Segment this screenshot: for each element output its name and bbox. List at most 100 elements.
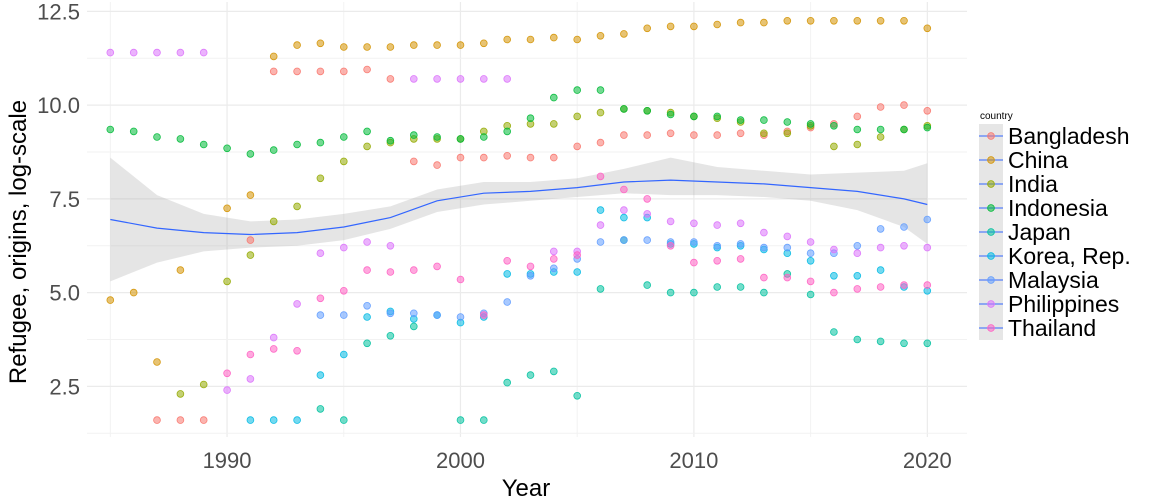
data-point bbox=[643, 236, 651, 244]
legend-key-point bbox=[987, 156, 995, 164]
x-axis-ticks: 1990 2000 2010 2020 bbox=[203, 448, 952, 473]
data-point bbox=[549, 120, 558, 128]
data-point bbox=[900, 242, 908, 250]
data-point bbox=[386, 331, 395, 340]
data-point bbox=[876, 16, 885, 25]
data-point bbox=[409, 309, 418, 318]
data-point bbox=[713, 242, 721, 250]
data-point bbox=[479, 39, 488, 48]
data-point bbox=[736, 240, 745, 248]
y-tick-label: 10.0 bbox=[37, 93, 80, 118]
data-point bbox=[316, 67, 325, 76]
data-point bbox=[526, 114, 535, 122]
data-point bbox=[339, 286, 348, 295]
legend-key-point bbox=[987, 132, 995, 140]
series-japan bbox=[316, 236, 932, 424]
data-point bbox=[900, 281, 908, 289]
data-point bbox=[923, 281, 932, 289]
data-point bbox=[503, 378, 512, 387]
data-point bbox=[176, 390, 185, 398]
data-point bbox=[596, 31, 605, 40]
data-point bbox=[316, 371, 325, 379]
data-point bbox=[386, 242, 395, 250]
data-point bbox=[876, 225, 885, 233]
y-axis-ticks: 2.5 5.0 7.5 10.0 12.5 bbox=[37, 0, 80, 399]
data-point bbox=[269, 416, 278, 424]
legend-label: Korea, Rep. bbox=[1008, 243, 1131, 269]
data-point bbox=[573, 391, 581, 400]
data-point bbox=[643, 131, 651, 139]
x-tick-label: 2010 bbox=[669, 448, 718, 473]
legend-label: Bangladesh bbox=[1008, 123, 1130, 149]
data-point bbox=[153, 416, 161, 424]
data-point bbox=[246, 375, 255, 383]
data-point bbox=[783, 118, 792, 126]
data-point bbox=[736, 116, 745, 124]
data-point bbox=[106, 125, 115, 134]
data-point bbox=[479, 416, 488, 424]
data-point bbox=[526, 262, 535, 271]
grid bbox=[87, 2, 967, 437]
data-point bbox=[549, 153, 558, 162]
data-point bbox=[176, 416, 185, 424]
data-point bbox=[830, 288, 838, 297]
series-indonesia bbox=[106, 86, 932, 158]
data-point bbox=[783, 273, 792, 282]
data-point bbox=[479, 311, 488, 319]
data-point bbox=[269, 333, 278, 342]
legend: country BangladeshChinaIndiaIndonesiaJap… bbox=[979, 111, 1131, 341]
data-point bbox=[479, 133, 488, 141]
legend-key-point bbox=[987, 228, 995, 236]
data-point bbox=[900, 223, 908, 231]
data-point bbox=[853, 140, 862, 149]
legend-label: Japan bbox=[1008, 219, 1071, 245]
data-point bbox=[690, 112, 698, 121]
data-point bbox=[223, 204, 231, 213]
data-point bbox=[690, 288, 698, 297]
series-korea-rep- bbox=[246, 206, 932, 424]
data-point bbox=[853, 335, 862, 344]
legend-key-point bbox=[987, 324, 995, 332]
data-point bbox=[713, 283, 721, 291]
data-point bbox=[456, 153, 465, 162]
data-point bbox=[690, 22, 698, 31]
data-point bbox=[596, 172, 605, 181]
data-point bbox=[339, 157, 348, 166]
data-point bbox=[736, 219, 745, 228]
data-point bbox=[643, 24, 651, 33]
data-point bbox=[526, 153, 535, 162]
data-point bbox=[363, 313, 371, 321]
data-point bbox=[806, 238, 815, 246]
data-point bbox=[433, 161, 441, 169]
data-point bbox=[573, 268, 581, 276]
data-point bbox=[129, 48, 138, 57]
data-point bbox=[853, 271, 862, 280]
data-point bbox=[876, 133, 885, 141]
data-point bbox=[853, 125, 862, 134]
data-point bbox=[409, 157, 418, 166]
data-point bbox=[293, 140, 301, 149]
data-point bbox=[269, 52, 278, 61]
data-point bbox=[853, 249, 862, 258]
data-point bbox=[316, 174, 325, 183]
data-point bbox=[876, 243, 885, 252]
data-point bbox=[199, 416, 208, 424]
data-point bbox=[503, 35, 512, 44]
data-point bbox=[806, 277, 815, 286]
y-tick-label: 2.5 bbox=[49, 374, 80, 399]
data-point bbox=[503, 127, 512, 136]
data-point bbox=[830, 16, 838, 25]
data-point bbox=[456, 416, 465, 424]
data-point bbox=[620, 131, 628, 139]
data-point bbox=[223, 386, 231, 394]
data-points bbox=[106, 16, 932, 424]
data-point bbox=[806, 16, 815, 25]
legend-item: China bbox=[979, 147, 1068, 173]
legend-key-point bbox=[987, 276, 995, 284]
data-point bbox=[293, 41, 301, 49]
data-point bbox=[176, 135, 185, 143]
data-point bbox=[900, 101, 908, 109]
data-point bbox=[269, 67, 278, 76]
data-point bbox=[549, 33, 558, 42]
